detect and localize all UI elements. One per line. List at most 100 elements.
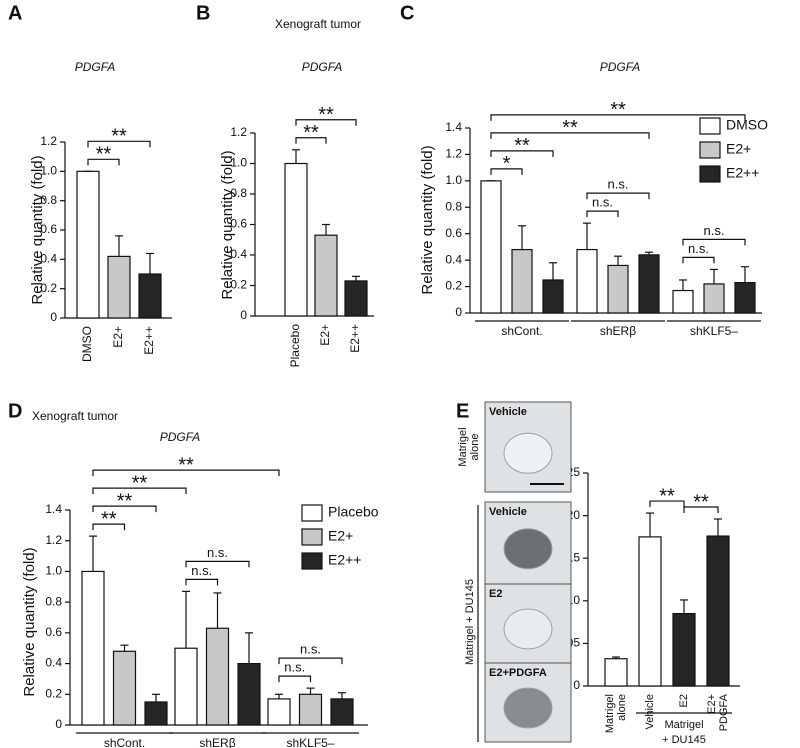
legend-label: E2++ — [328, 552, 361, 568]
legend-label: E2++ — [726, 165, 759, 181]
y-tick-label: 0 — [455, 305, 462, 319]
bar — [76, 170, 100, 319]
photo-label: Vehicle — [489, 506, 527, 518]
bar — [672, 289, 694, 314]
x-tick-label: E2+ — [706, 694, 718, 714]
x-tick-label: Matrigel — [604, 694, 616, 733]
significance-label: ** — [132, 472, 148, 494]
significance-bracket — [490, 150, 554, 157]
y-tick-label: 0.8 — [45, 594, 62, 608]
y-tick-label: 1.4 — [445, 120, 462, 134]
significance-bracket — [682, 256, 715, 264]
legend-swatch — [301, 552, 323, 570]
bar — [672, 612, 696, 687]
bar — [298, 693, 323, 726]
y-tick-label: 1.0 — [230, 156, 247, 170]
bar — [138, 273, 162, 319]
significance-bracket — [586, 192, 650, 200]
bar — [706, 535, 730, 687]
significance-bracket — [586, 210, 619, 218]
x-tick-label: shCont. — [501, 324, 542, 338]
y-tick-label: 1.2 — [40, 134, 57, 148]
significance-label: ** — [178, 454, 194, 476]
chart-title: PDGFA — [75, 60, 115, 74]
y-axis-label: Relative quantity (fold) — [419, 145, 436, 294]
bar — [734, 282, 756, 314]
x-tick-label: E2 — [678, 694, 690, 707]
y-tick-label: 1.0 — [445, 173, 462, 187]
x-tick-label: E2+ — [318, 324, 332, 346]
bar — [703, 283, 725, 314]
y-tick-label: 1.0 — [40, 164, 57, 178]
significance-label: ** — [610, 99, 626, 121]
bar — [284, 162, 308, 317]
significance-label: n.s. — [608, 177, 629, 192]
y-tick-label: 0.8 — [445, 199, 462, 213]
significance-label: n.s. — [284, 660, 305, 675]
x-tick-label: shERβ — [199, 736, 235, 748]
chart-title: PDGFA — [302, 60, 342, 74]
panel-label: D — [8, 400, 22, 422]
significance-label: ** — [101, 508, 117, 530]
legend-swatch — [301, 504, 323, 522]
significance-bracket — [185, 560, 250, 568]
bar — [174, 647, 198, 726]
significance-label: ** — [117, 490, 133, 512]
y-tick-label: 0.8 — [40, 193, 57, 207]
bar — [604, 658, 628, 687]
y-tick-label: 0.6 — [45, 625, 62, 639]
x-tick-label: Vehicle — [644, 694, 656, 729]
tumor — [503, 608, 553, 650]
legend-swatch — [699, 117, 721, 135]
side-label: alone — [469, 434, 481, 461]
bar — [267, 698, 291, 726]
x-tick-label: shKLF5– — [286, 736, 334, 748]
significance-label: n.s. — [592, 195, 613, 210]
significance-bracket — [683, 506, 719, 514]
y-tick-label: 0.6 — [445, 226, 462, 240]
panel-label: C — [400, 2, 414, 24]
x-tick-label: shCont. — [104, 736, 145, 748]
group-label: Matrigel — [664, 719, 703, 731]
bar — [607, 264, 629, 314]
x-tick-label: alone — [616, 694, 628, 721]
tumor — [503, 687, 553, 729]
legend-label: E2+ — [726, 141, 751, 157]
side-label: Matrigel + DU145 — [464, 579, 476, 665]
significance-bracket — [490, 168, 523, 175]
significance-bracket — [185, 578, 219, 586]
significance-bracket — [682, 238, 746, 246]
panel-label: B — [196, 2, 210, 24]
bar — [576, 248, 598, 314]
y-tick-label: 0 — [240, 308, 247, 322]
x-tick-label: shKLF5– — [690, 324, 738, 338]
x-tick-label: shERβ — [600, 324, 636, 338]
x-tick-label: DMSO — [80, 326, 94, 362]
tumor — [503, 432, 553, 474]
x-tick-label: E2++ — [348, 324, 362, 353]
y-tick-label: 1.2 — [445, 147, 462, 161]
y-tick-label: 0.2 — [45, 686, 62, 700]
chart-title: PDGFA — [600, 60, 640, 74]
significance-label: ** — [693, 491, 709, 513]
significance-bracket — [92, 523, 126, 531]
x-tick-label: E2+ — [111, 326, 125, 348]
y-tick-label: 0 — [55, 717, 62, 731]
bar — [480, 180, 502, 314]
legend-swatch — [699, 165, 721, 183]
x-tick-label: PDGFA — [718, 693, 730, 731]
y-tick-label: 0.4 — [230, 247, 247, 261]
significance-label: * — [503, 153, 511, 175]
legend-label: Placebo — [328, 504, 379, 520]
legend-swatch — [699, 141, 721, 159]
photo-label: E2 — [489, 588, 502, 600]
significance-bracket — [87, 140, 151, 148]
significance-label: ** — [111, 126, 127, 148]
bar — [314, 234, 338, 317]
significance-label: n.s. — [191, 563, 212, 578]
bar — [81, 570, 105, 726]
side-label: Matrigel — [457, 427, 469, 466]
bar — [112, 650, 137, 726]
y-tick-label: 0.2 — [230, 278, 247, 292]
